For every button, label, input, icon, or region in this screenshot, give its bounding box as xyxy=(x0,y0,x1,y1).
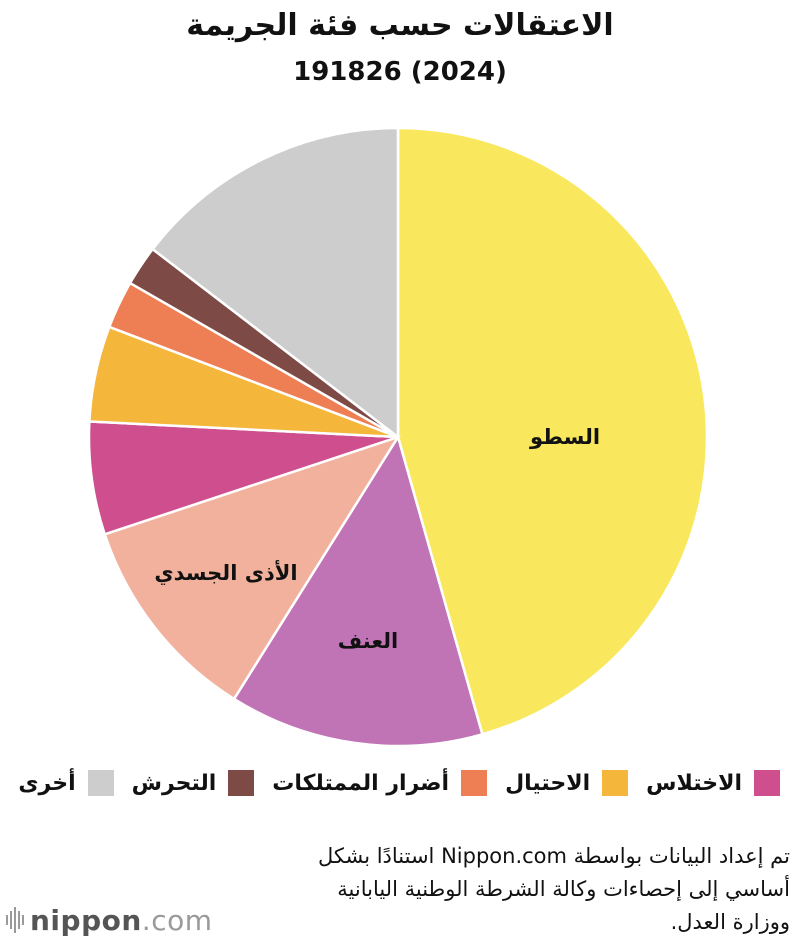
nippon-logo: nippon.com xyxy=(6,900,213,940)
chart-title: الاعتقالات حسب فئة الجريمة xyxy=(186,8,614,43)
legend-swatch xyxy=(228,770,255,796)
source-line: أساسي إلى إحصاءات وكالة الشرطة الوطنية ا… xyxy=(337,877,790,901)
chart-subtitle: 191826 (2024) xyxy=(293,57,507,87)
legend-label: التحرش xyxy=(131,770,217,796)
legend-item-property-damage: أضرار الممتلكات xyxy=(272,770,488,796)
slice-label: السطو xyxy=(529,425,600,449)
slice-label: الأذى الجسدي xyxy=(154,559,297,586)
legend-swatch xyxy=(87,770,114,796)
legend-label: الاحتيال xyxy=(505,770,591,796)
logo-bars-icon xyxy=(6,907,24,933)
pie-slice xyxy=(232,433,484,748)
pie-chart: السطو العنف الأذى الجسدي xyxy=(87,126,709,748)
logo-text-light: .com xyxy=(141,903,213,937)
legend-label: أخرى xyxy=(18,770,76,796)
legend-swatch xyxy=(461,770,488,796)
source-note: تم إعداد البيانات بواسطة Nippon.com استن… xyxy=(230,840,790,939)
logo-text: nippon.com xyxy=(30,904,213,937)
legend-swatch xyxy=(754,770,780,796)
legend-item-harassment: التحرش xyxy=(132,770,255,796)
legend-item-fraud: الاحتيال xyxy=(505,770,629,796)
legend-label: أضرار الممتلكات xyxy=(272,770,450,796)
logo-text-bold: nippon xyxy=(30,903,142,937)
legend-swatch xyxy=(602,770,629,796)
slice-label: العنف xyxy=(338,629,399,653)
legend-item-embezzlement: الاختلاس xyxy=(646,770,780,796)
source-line: تم إعداد البيانات بواسطة Nippon.com استن… xyxy=(317,844,790,868)
legend-item-other: أخرى xyxy=(18,770,114,796)
pie-slice xyxy=(396,126,709,736)
legend-label: الاختلاس xyxy=(646,770,742,796)
legend: الاختلاس الاحتيال أضرار الممتلكات التحرش… xyxy=(10,770,780,796)
pie-slice xyxy=(150,126,400,440)
pie-slice xyxy=(103,434,401,701)
source-line: ووزارة العدل. xyxy=(670,910,790,934)
